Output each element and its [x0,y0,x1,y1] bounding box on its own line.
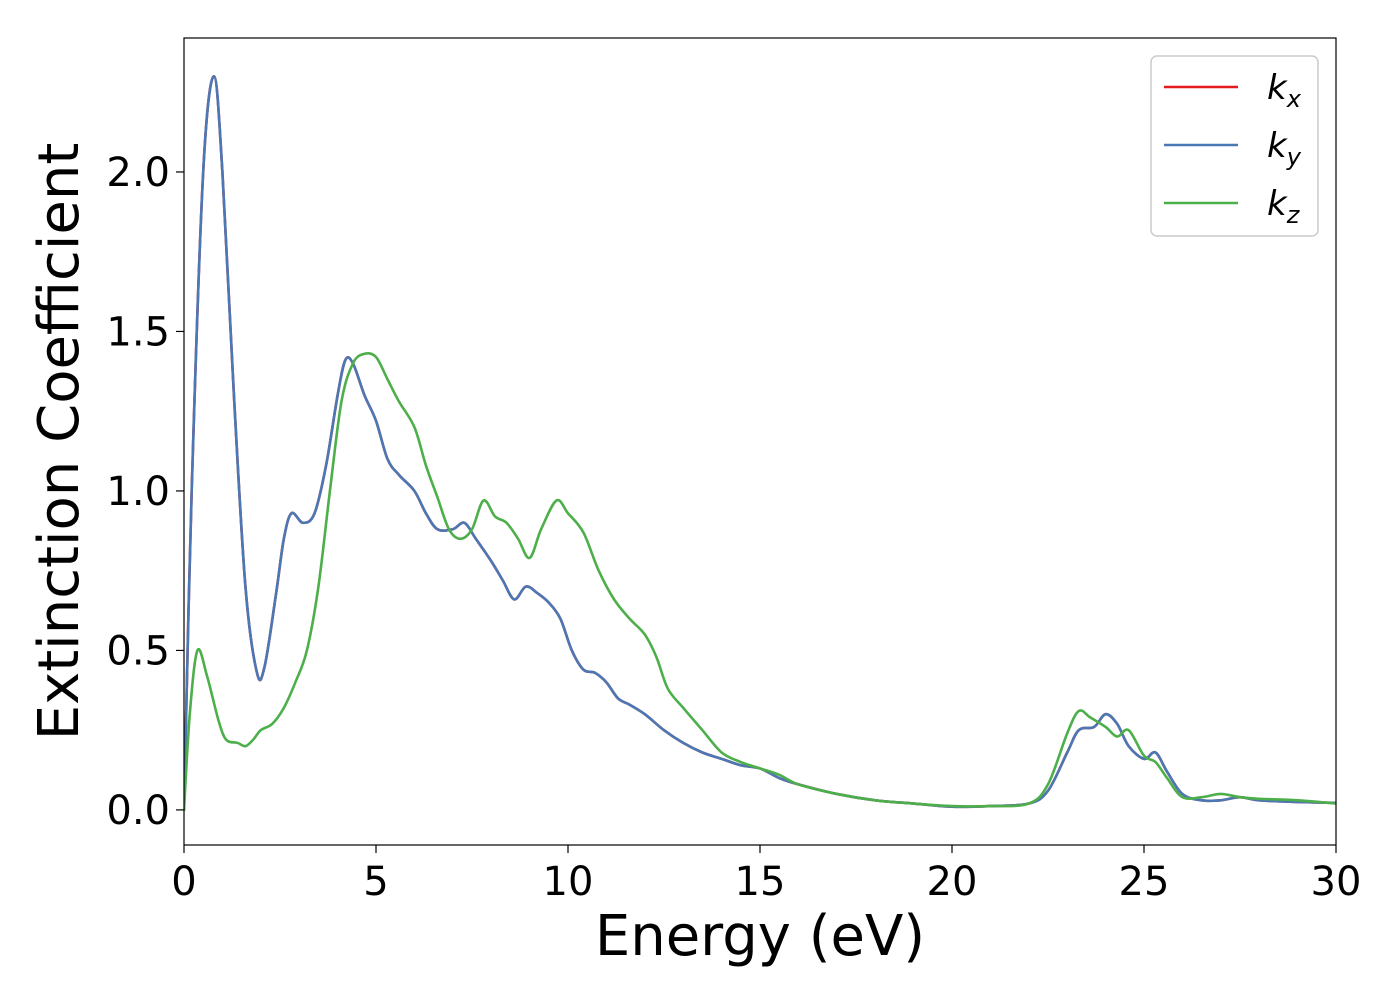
legend-label-base: k [1267,68,1288,108]
y-tick-label: 1.5 [106,309,170,355]
legend-label-z: kz [1267,184,1301,229]
x-tick-label: 5 [363,859,388,905]
y-tick-label: 0.5 [106,628,170,674]
series-layer [184,74,1336,812]
y-axis-ticks: 0.0 0.5 1.0 1.5 2.0 [106,150,184,834]
x-tick-label: 15 [735,859,786,905]
legend-label-subscript: z [1286,201,1301,229]
series-line-y [184,74,1336,812]
legend-label-subscript: y [1286,143,1302,171]
legend-label-x: kx [1267,68,1302,113]
x-axis-ticks: 0 5 10 15 20 25 30 [171,845,1361,905]
x-tick-label: 30 [1311,859,1362,905]
x-axis-title: Energy (eV) [595,904,925,969]
legend-label-y: ky [1267,126,1302,171]
x-tick-label: 0 [171,859,196,905]
legend-label-base: k [1267,126,1288,166]
y-tick-label: 0.0 [106,788,170,834]
x-tick-label: 10 [543,859,594,905]
y-axis-title: Extinction Coefficient [27,143,92,741]
legend-label-subscript: x [1286,85,1302,113]
y-tick-label: 2.0 [106,150,170,196]
x-tick-label: 20 [927,859,978,905]
legend-label-base: k [1267,184,1288,224]
series-line-z [184,351,1336,812]
y-tick-label: 1.0 [106,469,170,515]
x-tick-label: 25 [1119,859,1170,905]
